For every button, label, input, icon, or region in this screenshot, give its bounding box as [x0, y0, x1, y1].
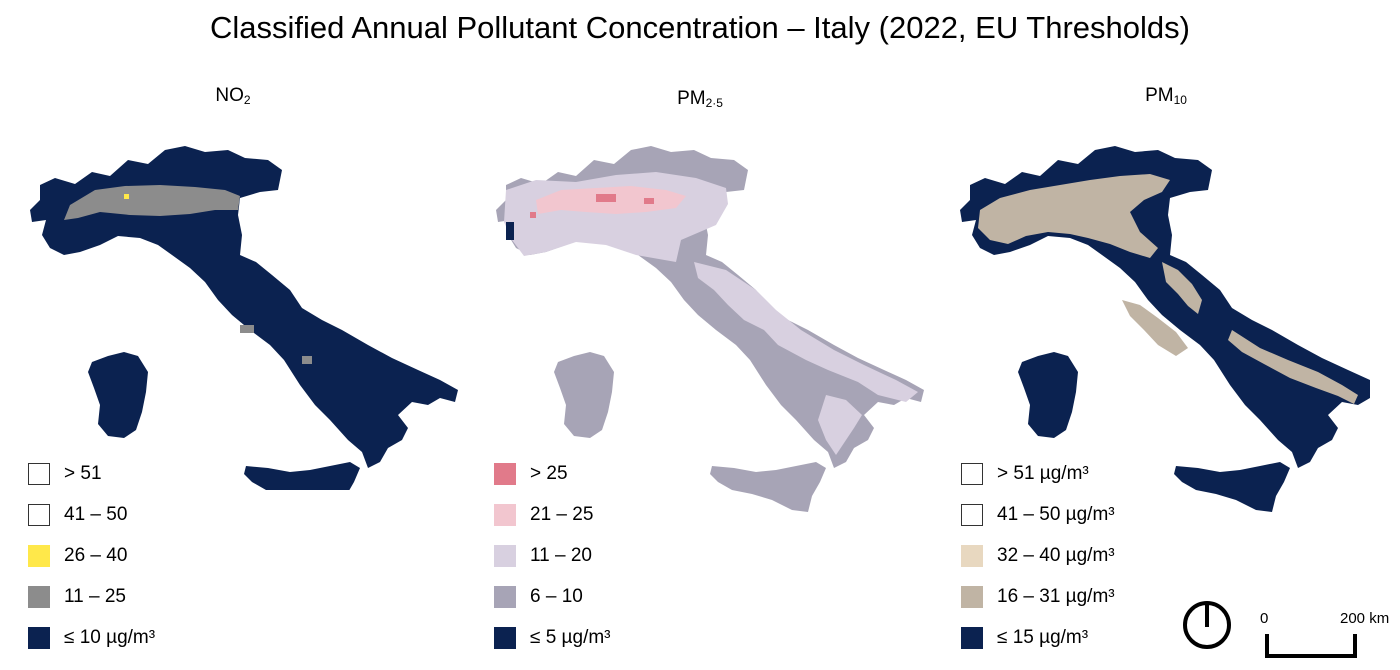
legend-item: 6 – 10 [494, 585, 583, 609]
legend-label: ≤ 10 µg/m³ [64, 627, 156, 648]
pm25-sardinia [554, 352, 614, 438]
panel-title-main: PM [1145, 85, 1174, 106]
legend-label: > 25 [530, 463, 568, 484]
legend-item: > 51 µg/m³ [961, 462, 1089, 486]
legend-swatch [961, 504, 983, 526]
legend-swatch [28, 463, 50, 485]
panel-title-no2: NO2 [133, 85, 333, 107]
legend-swatch [961, 627, 983, 649]
legend-item: ≤ 10 µg/m³ [28, 626, 155, 650]
legend-item: 41 – 50 [28, 503, 127, 527]
legend-swatch [961, 463, 983, 485]
legend-swatch [494, 586, 516, 608]
legend-item: ≤ 5 µg/m³ [494, 626, 611, 650]
legend-label: > 51 µg/m³ [997, 463, 1089, 484]
no2-milan-hotspot [124, 194, 129, 199]
legend-label: > 51 [64, 463, 102, 484]
scale-zero-label: 0 [1260, 610, 1269, 627]
legend-swatch [494, 627, 516, 649]
pm25-verona-hotspot [644, 198, 654, 204]
legend-swatch [28, 545, 50, 567]
pm25-map [496, 146, 924, 512]
legend-label: ≤ 15 µg/m³ [997, 627, 1089, 648]
legend-item: 32 – 40 µg/m³ [961, 544, 1115, 568]
north-arrow-icon [1183, 601, 1231, 649]
legend-swatch [494, 545, 516, 567]
legend-label: 6 – 10 [530, 586, 583, 607]
scale-bar-line [1265, 634, 1357, 658]
legend-label: ≤ 5 µg/m³ [530, 627, 611, 648]
legend-label: 16 – 31 µg/m³ [997, 586, 1115, 607]
legend-swatch [28, 504, 50, 526]
no2-sardinia [88, 352, 148, 438]
panel-title-pm25: PM2·5 [600, 88, 800, 110]
pm10-sardinia [1018, 352, 1078, 438]
legend-item: 11 – 20 [494, 544, 592, 568]
panel-title-sub: 2·5 [705, 96, 723, 110]
panel-title-main: PM [677, 88, 706, 109]
pm25-northwest-dark-zone [506, 222, 514, 240]
legend-label: 32 – 40 µg/m³ [997, 545, 1115, 566]
legend-swatch [28, 627, 50, 649]
scale-max-label: 200 km [1340, 610, 1390, 627]
legend-label: 11 – 25 [64, 586, 126, 607]
panel-title-main: NO [215, 85, 244, 106]
legend-item: 11 – 25 [28, 585, 126, 609]
legend-label: 41 – 50 [64, 504, 128, 525]
legend-item: 21 – 25 [494, 503, 593, 527]
scale-bar: 0 200 km [1258, 610, 1400, 660]
legend-swatch [494, 504, 516, 526]
legend-swatch [28, 586, 50, 608]
pm25-milan-hotspot [596, 194, 616, 202]
legend-label: 41 – 50 µg/m³ [997, 504, 1115, 525]
legend-label: 21 – 25 [530, 504, 594, 525]
legend-item: 16 – 31 µg/m³ [961, 585, 1115, 609]
no2-sicily [244, 462, 360, 490]
legend-item: 41 – 50 µg/m³ [961, 503, 1115, 527]
pm10-sicily [1174, 462, 1290, 512]
legend-swatch [494, 463, 516, 485]
no2-map [30, 146, 458, 490]
legend-label: 26 – 40 [64, 545, 128, 566]
no2-rome-zone [240, 325, 254, 333]
legend-swatch [961, 545, 983, 567]
legend-item: > 51 [28, 462, 102, 486]
no2-naples-zone [302, 356, 312, 364]
pm25-turin-hotspot [530, 212, 536, 218]
legend-swatch [961, 586, 983, 608]
panel-title-pm10: PM10 [1066, 85, 1266, 107]
panel-title-sub: 2 [243, 93, 251, 107]
panel-title-sub: 10 [1173, 93, 1187, 107]
legend-item: ≤ 15 µg/m³ [961, 626, 1088, 650]
main-title: Classified Annual Pollutant Concentratio… [210, 10, 1190, 45]
legend-item: 26 – 40 [28, 544, 127, 568]
legend-item: > 25 [494, 462, 568, 486]
legend-label: 11 – 20 [530, 545, 592, 566]
pm25-sicily [710, 462, 826, 512]
